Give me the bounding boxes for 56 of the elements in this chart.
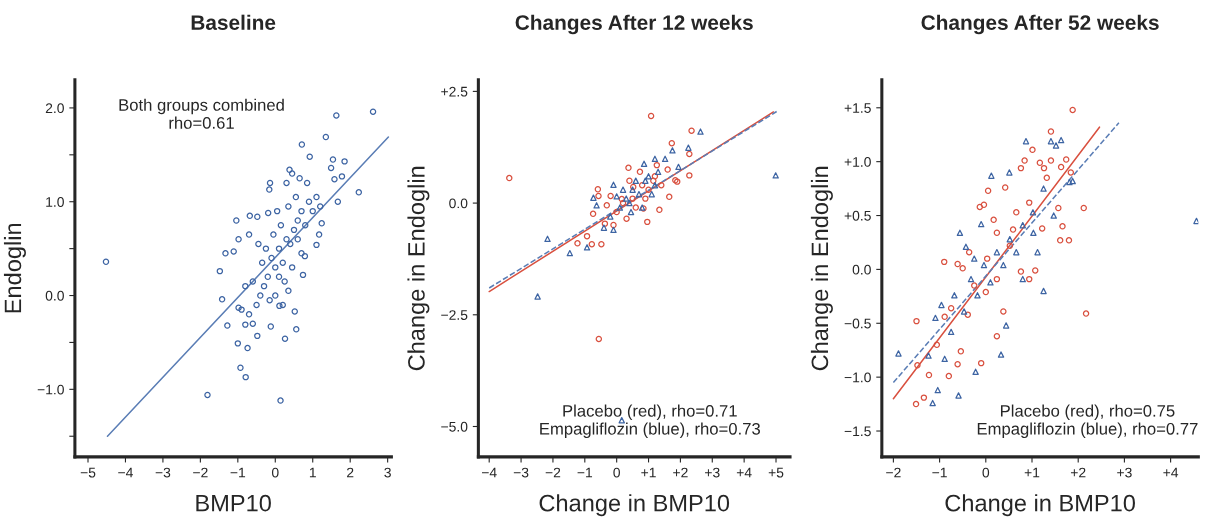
x-axis-title: Change in BMP10 xyxy=(945,494,1135,517)
y-axis-title: Change in Endoglin xyxy=(407,166,430,371)
y-tick-label: −5.0 xyxy=(441,421,468,432)
annotation: Placebo (red), rho=0.75 xyxy=(1000,404,1175,421)
x-tick-label: −1 xyxy=(577,467,593,478)
annotation: Both groups combined xyxy=(119,98,284,115)
x-tick-label: −3 xyxy=(155,467,171,478)
x-tick-label: −2 xyxy=(193,467,208,478)
x-tick-label: +5 xyxy=(768,467,784,478)
y-axis-title: Endoglin xyxy=(3,223,26,313)
y-tick-label: 1.0 xyxy=(46,197,64,207)
x-tick-label: +4 xyxy=(1163,467,1179,478)
x-axis-title: BMP10 xyxy=(196,494,271,512)
x-tick-label: −5 xyxy=(80,467,96,478)
annotation: Placebo (red), rho=0.71 xyxy=(563,404,737,421)
chart-title: Baseline xyxy=(191,14,276,30)
annotation: Empagliflozin (blue), rho=0.73 xyxy=(540,422,760,439)
x-tick-label: +3 xyxy=(705,467,720,478)
y-tick-label: 2.0 xyxy=(45,103,64,114)
y-tick-label: −1.0 xyxy=(37,384,64,395)
x-tick-label: −2 xyxy=(545,467,561,478)
y-tick-label: 0.0 xyxy=(852,264,871,275)
y-tick-label: −0.5 xyxy=(844,318,871,329)
y-tick-label: 0.0 xyxy=(449,198,468,209)
x-tick-label: −3 xyxy=(513,467,529,478)
x-tick-label: −4 xyxy=(118,467,133,478)
y-tick-label: +2.5 xyxy=(441,86,468,97)
chart-title: Changes After 12 weeks xyxy=(515,14,753,35)
x-tick-label: −1 xyxy=(230,467,246,478)
x-tick-label: +1 xyxy=(641,467,656,478)
x-tick-label: 0 xyxy=(982,467,990,478)
y-tick-label: −1.0 xyxy=(844,372,871,383)
y-tick-label: +1.5 xyxy=(844,103,871,113)
y-tick-label: 0.0 xyxy=(45,290,64,301)
x-tick-label: +3 xyxy=(1117,467,1132,478)
x-tick-label: +2 xyxy=(1070,467,1086,478)
annotation: Empagliflozin (blue), rho=0.77 xyxy=(977,422,1198,439)
y-tick-label: +1.0 xyxy=(844,156,871,167)
x-tick-label: −2 xyxy=(886,467,901,478)
y-axis-title: Change in Endoglin xyxy=(810,166,833,371)
x-tick-label: −4 xyxy=(481,467,497,478)
y-tick-label: +0.5 xyxy=(844,210,871,221)
x-tick-label: +4 xyxy=(736,467,752,478)
x-tick-label: 0 xyxy=(271,467,279,478)
x-tick-label: 2 xyxy=(347,467,354,478)
chart-title: Changes After 52 weeks xyxy=(921,14,1159,35)
x-axis-title: Change in BMP10 xyxy=(539,494,730,517)
x-tick-label: 1 xyxy=(309,467,316,478)
y-tick-label: −2.5 xyxy=(441,310,468,320)
annotation: rho=0.61 xyxy=(169,116,234,129)
x-tick-label: 0 xyxy=(613,467,620,478)
x-tick-label: +1 xyxy=(1024,467,1040,478)
x-tick-label: 3 xyxy=(384,467,391,478)
x-tick-label: +2 xyxy=(673,467,688,478)
x-tick-label: −1 xyxy=(932,467,947,478)
y-tick-label: −1.5 xyxy=(844,426,871,437)
